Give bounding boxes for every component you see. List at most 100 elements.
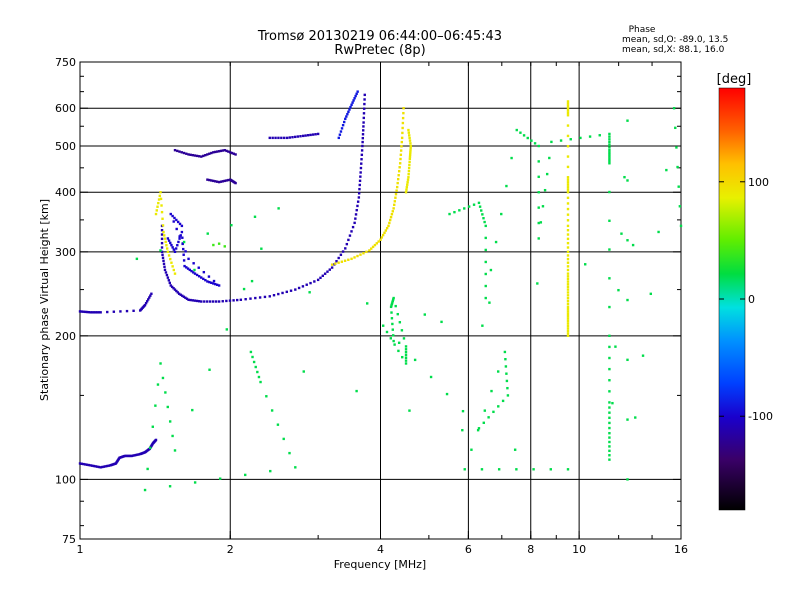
echo-point: [160, 241, 164, 245]
echo-point: [413, 358, 417, 362]
echo-point: [482, 421, 485, 424]
echo-point: [566, 229, 570, 232]
echo-point: [401, 355, 404, 359]
echo-point: [492, 410, 495, 414]
echo-point: [347, 258, 350, 262]
echo-point: [172, 220, 175, 223]
grid-lines: [80, 62, 681, 539]
echo-point: [405, 188, 408, 191]
y-tick-label: 500: [55, 140, 76, 153]
echo-point: [223, 245, 226, 248]
echo-point: [350, 257, 353, 261]
echo-point: [537, 144, 540, 148]
echo-point: [506, 386, 509, 390]
echo-point: [530, 139, 533, 142]
echo-point: [185, 266, 188, 269]
echo-point: [404, 353, 408, 357]
echo-point: [193, 481, 197, 484]
echo-point: [125, 309, 129, 313]
echo-point: [399, 153, 403, 157]
echo-point: [223, 148, 226, 152]
x-axis-label: Frequency [MHz]: [334, 558, 426, 571]
echo-point: [566, 224, 570, 228]
echo-point: [159, 191, 162, 194]
echo-point: [92, 311, 96, 314]
echo-point: [282, 437, 285, 441]
echo-point: [341, 250, 345, 253]
echo-point: [151, 425, 154, 428]
echo-point: [566, 100, 570, 103]
echo-point: [257, 375, 261, 379]
echo-point: [154, 212, 158, 216]
echo-point: [363, 98, 366, 101]
echo-point: [291, 136, 294, 139]
echo-point: [631, 243, 635, 247]
echo-point: [641, 354, 645, 357]
echo-point: [389, 305, 393, 309]
echo-point: [676, 165, 679, 169]
echo-point: [626, 358, 629, 362]
echo-point: [515, 128, 518, 132]
echo-point: [338, 133, 342, 136]
echo-point: [357, 192, 361, 195]
echo-point: [169, 257, 172, 261]
echo-point: [197, 155, 201, 158]
echo-point: [308, 291, 311, 294]
echo-point: [370, 247, 373, 250]
echo-point: [588, 135, 592, 138]
echo-point: [234, 181, 237, 185]
echo-point: [339, 130, 343, 133]
echo-point: [677, 185, 680, 188]
echo-point: [598, 134, 601, 137]
echo-point: [149, 446, 152, 450]
echo-point: [675, 146, 678, 149]
echo-point: [167, 254, 171, 257]
echo-point: [189, 298, 192, 302]
echo-point: [161, 224, 165, 227]
echo-point: [180, 151, 183, 154]
echo-point: [566, 268, 570, 272]
echo-point: [348, 234, 352, 237]
echo-point: [227, 178, 230, 182]
echo-point: [132, 309, 135, 313]
echo-point: [484, 236, 487, 240]
echo-point: [280, 136, 283, 140]
echo-point: [461, 409, 465, 413]
echo-point: [289, 289, 293, 292]
echo-point: [390, 317, 394, 320]
echo-point: [566, 468, 570, 471]
echo-point: [244, 298, 247, 301]
echo-point: [453, 210, 456, 214]
echo-point: [400, 145, 403, 148]
echo-point: [505, 184, 508, 188]
echo-point: [385, 330, 389, 334]
echo-point: [408, 160, 411, 164]
echo-point: [193, 299, 197, 302]
echo-point: [526, 136, 529, 140]
echo-point: [566, 207, 570, 211]
echo-point: [400, 329, 404, 332]
echo-point: [173, 250, 177, 254]
echo-point: [626, 298, 629, 302]
echo-point: [276, 423, 280, 426]
echo-point: [104, 465, 107, 468]
echo-point: [185, 297, 189, 300]
echo-point: [212, 179, 215, 183]
echo-point: [173, 449, 177, 452]
x-tick-label: 16: [674, 543, 688, 556]
echo-point: [362, 121, 365, 124]
echo-point: [249, 350, 253, 354]
echo-point: [359, 171, 362, 174]
echo-point: [210, 281, 213, 285]
echo-point: [361, 136, 365, 140]
x-tick-label: 10: [572, 543, 586, 556]
echo-point: [608, 159, 611, 163]
echo-point: [566, 332, 570, 335]
echo-point: [349, 105, 352, 109]
echo-point: [225, 299, 228, 303]
echo-point: [351, 101, 354, 104]
echo-point: [172, 268, 176, 272]
echo-point: [448, 212, 451, 216]
echo-point: [608, 146, 611, 149]
